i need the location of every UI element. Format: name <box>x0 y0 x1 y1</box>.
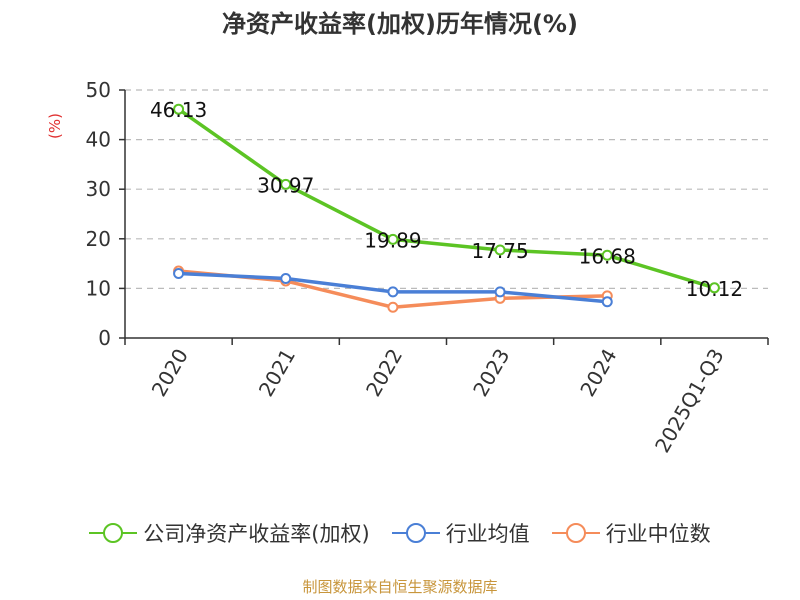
data-point-industry-median-2022 <box>387 301 399 313</box>
data-label-2020: 46.13 <box>150 98 207 122</box>
data-point-company-2022 <box>387 233 399 245</box>
x-tick-label-2021: 2021 <box>254 345 300 401</box>
legend-item-industry-median[interactable]: 行业中位数 <box>551 518 711 548</box>
legend-marker-industry-average <box>391 521 440 545</box>
y-tick-label-50: 50 <box>86 78 111 102</box>
legend-marker-company <box>89 521 138 545</box>
data-point-industry-average-2023 <box>494 286 506 298</box>
x-tick-label-2023: 2023 <box>468 345 514 401</box>
y-tick-label-0: 0 <box>98 326 111 350</box>
legend-label-company: 公司净资产收益率(加权) <box>143 522 370 546</box>
data-point-company-2020 <box>173 103 185 115</box>
x-tick-label-2020: 2020 <box>147 345 193 401</box>
y-axis-label: (%) <box>46 113 64 139</box>
data-point-company-2023 <box>494 244 506 256</box>
data-point-company-2025q1-q3 <box>708 282 720 294</box>
axes: 0 10 20 30 40 50 2020 2021 2022 2023 2024 2025Q1-Q3 <box>86 78 769 457</box>
legend-circle-industry-average <box>405 523 426 543</box>
data-labels: 46.13 30.97 19.89 17.75 16.68 10.12 <box>150 98 743 301</box>
legend-circle-industry-median <box>565 523 586 543</box>
data-label-2024: 16.68 <box>579 244 636 268</box>
x-tick-label-2024: 2024 <box>575 345 621 401</box>
data-source-note: 制图数据来自恒生聚源数据库 <box>302 578 498 596</box>
y-tick-label-30: 30 <box>86 177 111 201</box>
x-tick-label-2022: 2022 <box>361 345 407 401</box>
legend-item-industry-average[interactable]: 行业均值 <box>391 518 530 548</box>
gridlines <box>125 89 768 289</box>
legend: 公司净资产收益率(加权) 行业均值 行业中位数 <box>0 518 800 548</box>
legend-marker-industry-median <box>551 521 600 545</box>
legend-circle-company <box>103 523 124 543</box>
legend-item-company[interactable]: 公司净资产收益率(加权) <box>89 518 370 548</box>
data-point-company-2021 <box>280 178 292 190</box>
data-point-industry-average-2021 <box>280 272 292 284</box>
data-label-2025q1-q3: 10.12 <box>686 277 743 301</box>
y-tick-label-40: 40 <box>86 128 111 152</box>
series-lines <box>173 103 720 313</box>
legend-label-industry-average: 行业均值 <box>445 522 530 546</box>
data-point-industry-average-2022 <box>387 286 399 298</box>
legend-label-industry-median: 行业中位数 <box>605 522 711 546</box>
data-point-industry-average-2024 <box>601 296 613 308</box>
data-point-industry-average-2020 <box>173 268 185 280</box>
data-label-2023: 17.75 <box>471 239 528 263</box>
y-tick-label-10: 10 <box>86 276 111 300</box>
y-tick-label-20: 20 <box>86 227 111 251</box>
x-tick-label-2025q1-q3: 2025Q1-Q3 <box>650 345 729 457</box>
series-line-company <box>177 107 715 290</box>
chart-title: 净资产收益率(加权)历年情况(%) <box>222 10 578 38</box>
data-label-2022: 19.89 <box>364 228 421 252</box>
data-point-company-2024 <box>601 249 613 261</box>
data-label-2021: 30.97 <box>257 173 314 197</box>
